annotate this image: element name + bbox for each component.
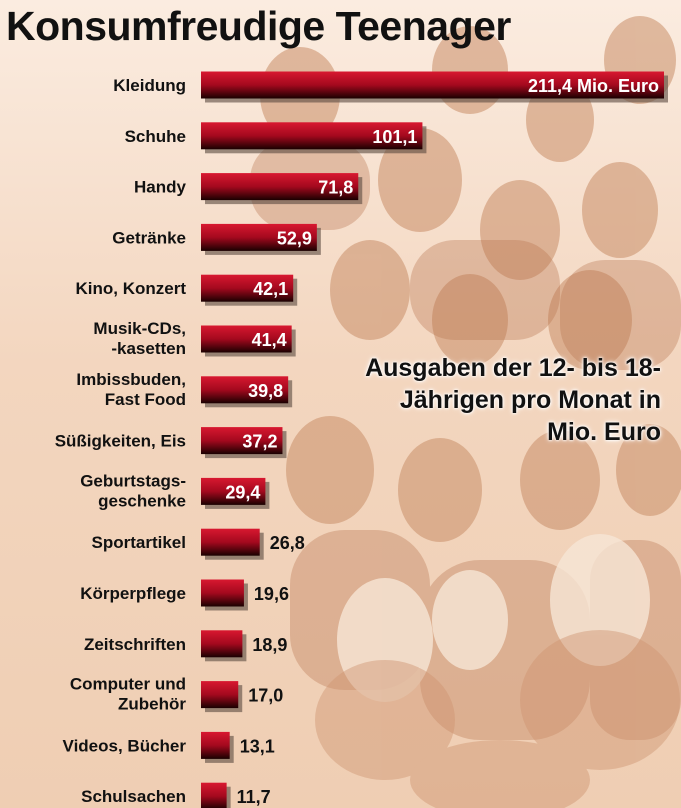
bar	[201, 681, 239, 709]
value-label: 37,2	[242, 432, 277, 452]
category-label: Videos, Bücher	[63, 736, 187, 755]
bar	[201, 782, 227, 808]
category-label: Imbissbuden, Fast Food	[76, 370, 186, 409]
bar	[201, 477, 266, 505]
bar	[201, 630, 243, 658]
bar	[201, 579, 244, 607]
category-label: Getränke	[112, 228, 186, 247]
category-label: Körperpflege	[80, 584, 186, 603]
bar	[201, 528, 260, 556]
category-label: Zeitschriften	[84, 635, 186, 654]
category-label: Sportartikel	[92, 533, 186, 552]
category-label: Kleidung	[113, 76, 186, 95]
category-label: Geburtstags-geschenke	[80, 471, 186, 510]
bar	[201, 223, 317, 251]
bar	[201, 376, 289, 404]
value-label: 39,8	[248, 381, 283, 401]
value-label: 17,0	[248, 686, 283, 706]
chart-subtitle: Ausgaben der 12- bis 18-Jährigen pro Mon…	[365, 354, 661, 446]
value-label: 18,9	[252, 635, 287, 655]
value-label: 19,6	[254, 584, 289, 604]
value-label: 11,7	[237, 787, 271, 807]
bar	[201, 731, 230, 759]
value-label: 42,1	[253, 279, 288, 299]
category-label: Schulsachen	[81, 787, 186, 806]
bar	[201, 173, 359, 201]
value-label: 101,1	[372, 127, 417, 147]
bar	[201, 274, 294, 302]
category-label: Kino, Konzert	[76, 279, 187, 298]
value-label: 41,4	[252, 330, 287, 350]
value-label: 71,8	[318, 178, 353, 198]
category-label: Musik-CDs, -kasetten	[93, 319, 186, 358]
chart-title: Konsumfreudige Teenager	[6, 3, 511, 49]
bar	[201, 427, 283, 455]
category-label: Süßigkeiten, Eis	[55, 432, 186, 451]
value-label: 52,9	[277, 228, 312, 248]
value-label: 26,8	[270, 533, 305, 553]
category-label: Schuhe	[125, 127, 186, 146]
bar	[201, 122, 423, 150]
value-label: 13,1	[240, 736, 275, 756]
bar	[201, 325, 292, 353]
bar	[201, 71, 664, 99]
value-label: 29,4	[225, 482, 260, 502]
category-label: Computer und Zubehör	[70, 675, 187, 714]
category-label: Handy	[134, 178, 187, 197]
value-label: 211,4 Mio. Euro	[528, 76, 659, 96]
